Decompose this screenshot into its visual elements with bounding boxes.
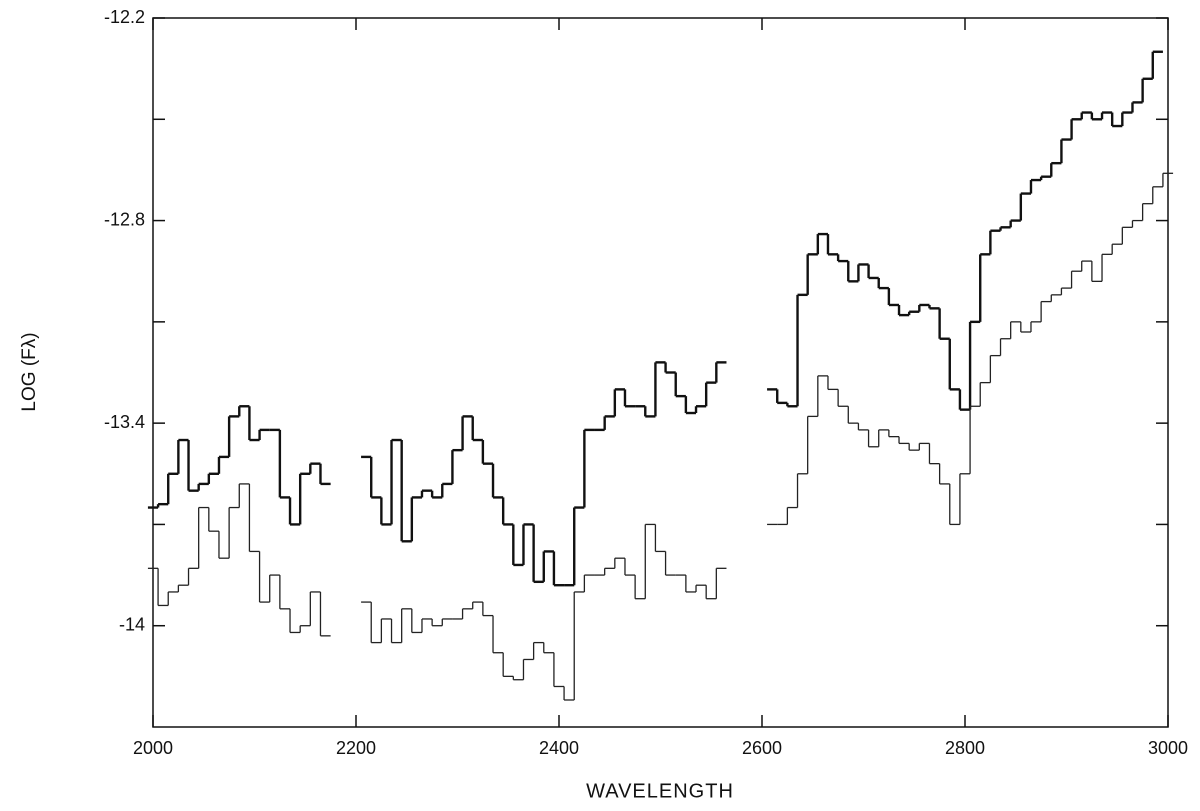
- x-axis-label: WAVELENGTH: [586, 780, 734, 802]
- x-tick-label: 2800: [945, 738, 985, 758]
- y-tick-label: -13.4: [104, 412, 145, 432]
- y-tick-label: -12.2: [104, 7, 145, 27]
- x-tick-label: 2600: [742, 738, 782, 758]
- x-tick-label: 2400: [539, 738, 579, 758]
- x-tick-label: 3000: [1148, 738, 1188, 758]
- x-tick-label: 2200: [336, 738, 376, 758]
- y-axis-label: LOG (Fλ): [19, 332, 40, 411]
- x-tick-label: 2000: [133, 738, 173, 758]
- y-tick-label: -14: [119, 614, 145, 634]
- y-tick-label: -12.8: [104, 209, 145, 229]
- plot-frame: [152, 17, 1169, 728]
